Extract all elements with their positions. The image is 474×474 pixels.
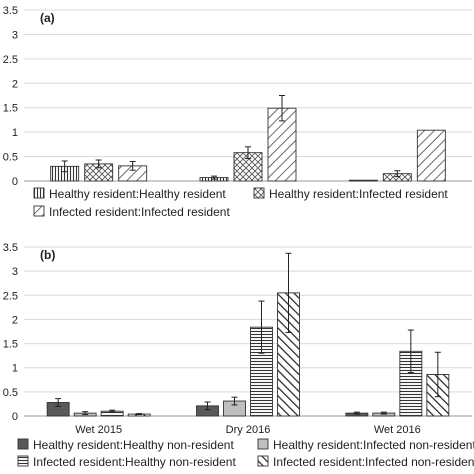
legend-swatch — [253, 187, 265, 199]
chart-panel-b: 0 0.5 1 1.5 2 2.5 3 3.5 (b) Wet 2015 Dry 2016 Wet 2… — [3, 242, 474, 469]
y-tick-label: 3 — [12, 266, 18, 278]
legend-swatch — [17, 438, 29, 450]
y-tick-label: 1 — [12, 363, 18, 375]
x-tick-label: Dry 2016 — [226, 424, 271, 436]
bar — [233, 152, 263, 182]
y-tick-label: 3.5 — [3, 242, 18, 254]
panel-label: (a) — [40, 11, 55, 25]
legend-label: Healthy resident:Infected non-resident — [273, 438, 474, 452]
y-tick-label: 0.5 — [3, 152, 18, 164]
legend-swatch — [257, 455, 269, 467]
legend-label: Healthy resident:Infected resident — [269, 187, 448, 201]
y-tick-label: 3 — [12, 29, 18, 41]
x-tick-label: Wet 2016 — [374, 424, 421, 436]
legend-label: Healthy resident:Healthy non-resident — [33, 438, 234, 452]
y-tick-label: 0 — [12, 176, 18, 188]
legend-swatch — [33, 187, 45, 199]
panel-label: (b) — [40, 248, 55, 262]
y-tick-label: 2 — [12, 78, 18, 90]
bar — [416, 129, 446, 182]
y-tick-label: 2 — [12, 314, 18, 326]
y-tick-label: 1 — [12, 127, 18, 139]
legend-label: Infected resident:Infected non-resident — [273, 455, 474, 469]
legend-label: Infected resident:Healthy non-resident — [33, 455, 236, 469]
y-tick-label: 1.5 — [3, 103, 18, 115]
chart-panel-a: 0 0.5 1 1.5 2 2.5 3 3.5 (a) Healthy resident:Heal… — [3, 5, 472, 219]
legend-swatch — [33, 205, 45, 217]
legend-swatch — [257, 438, 269, 450]
y-tick-label: 2.5 — [3, 54, 18, 66]
y-tick-label: 3.5 — [3, 5, 18, 17]
legend-swatch — [17, 455, 29, 467]
legend-label: Infected resident:Infected resident — [49, 205, 230, 219]
y-tick-label: 0 — [12, 411, 18, 423]
x-tick-label: Wet 2015 — [75, 424, 122, 436]
y-tick-label: 1.5 — [3, 339, 18, 351]
y-tick-label: 2.5 — [3, 290, 18, 302]
legend-label: Healthy resident:Healthy resident — [49, 187, 226, 201]
bar — [348, 179, 378, 182]
y-tick-label: 0.5 — [3, 387, 18, 399]
